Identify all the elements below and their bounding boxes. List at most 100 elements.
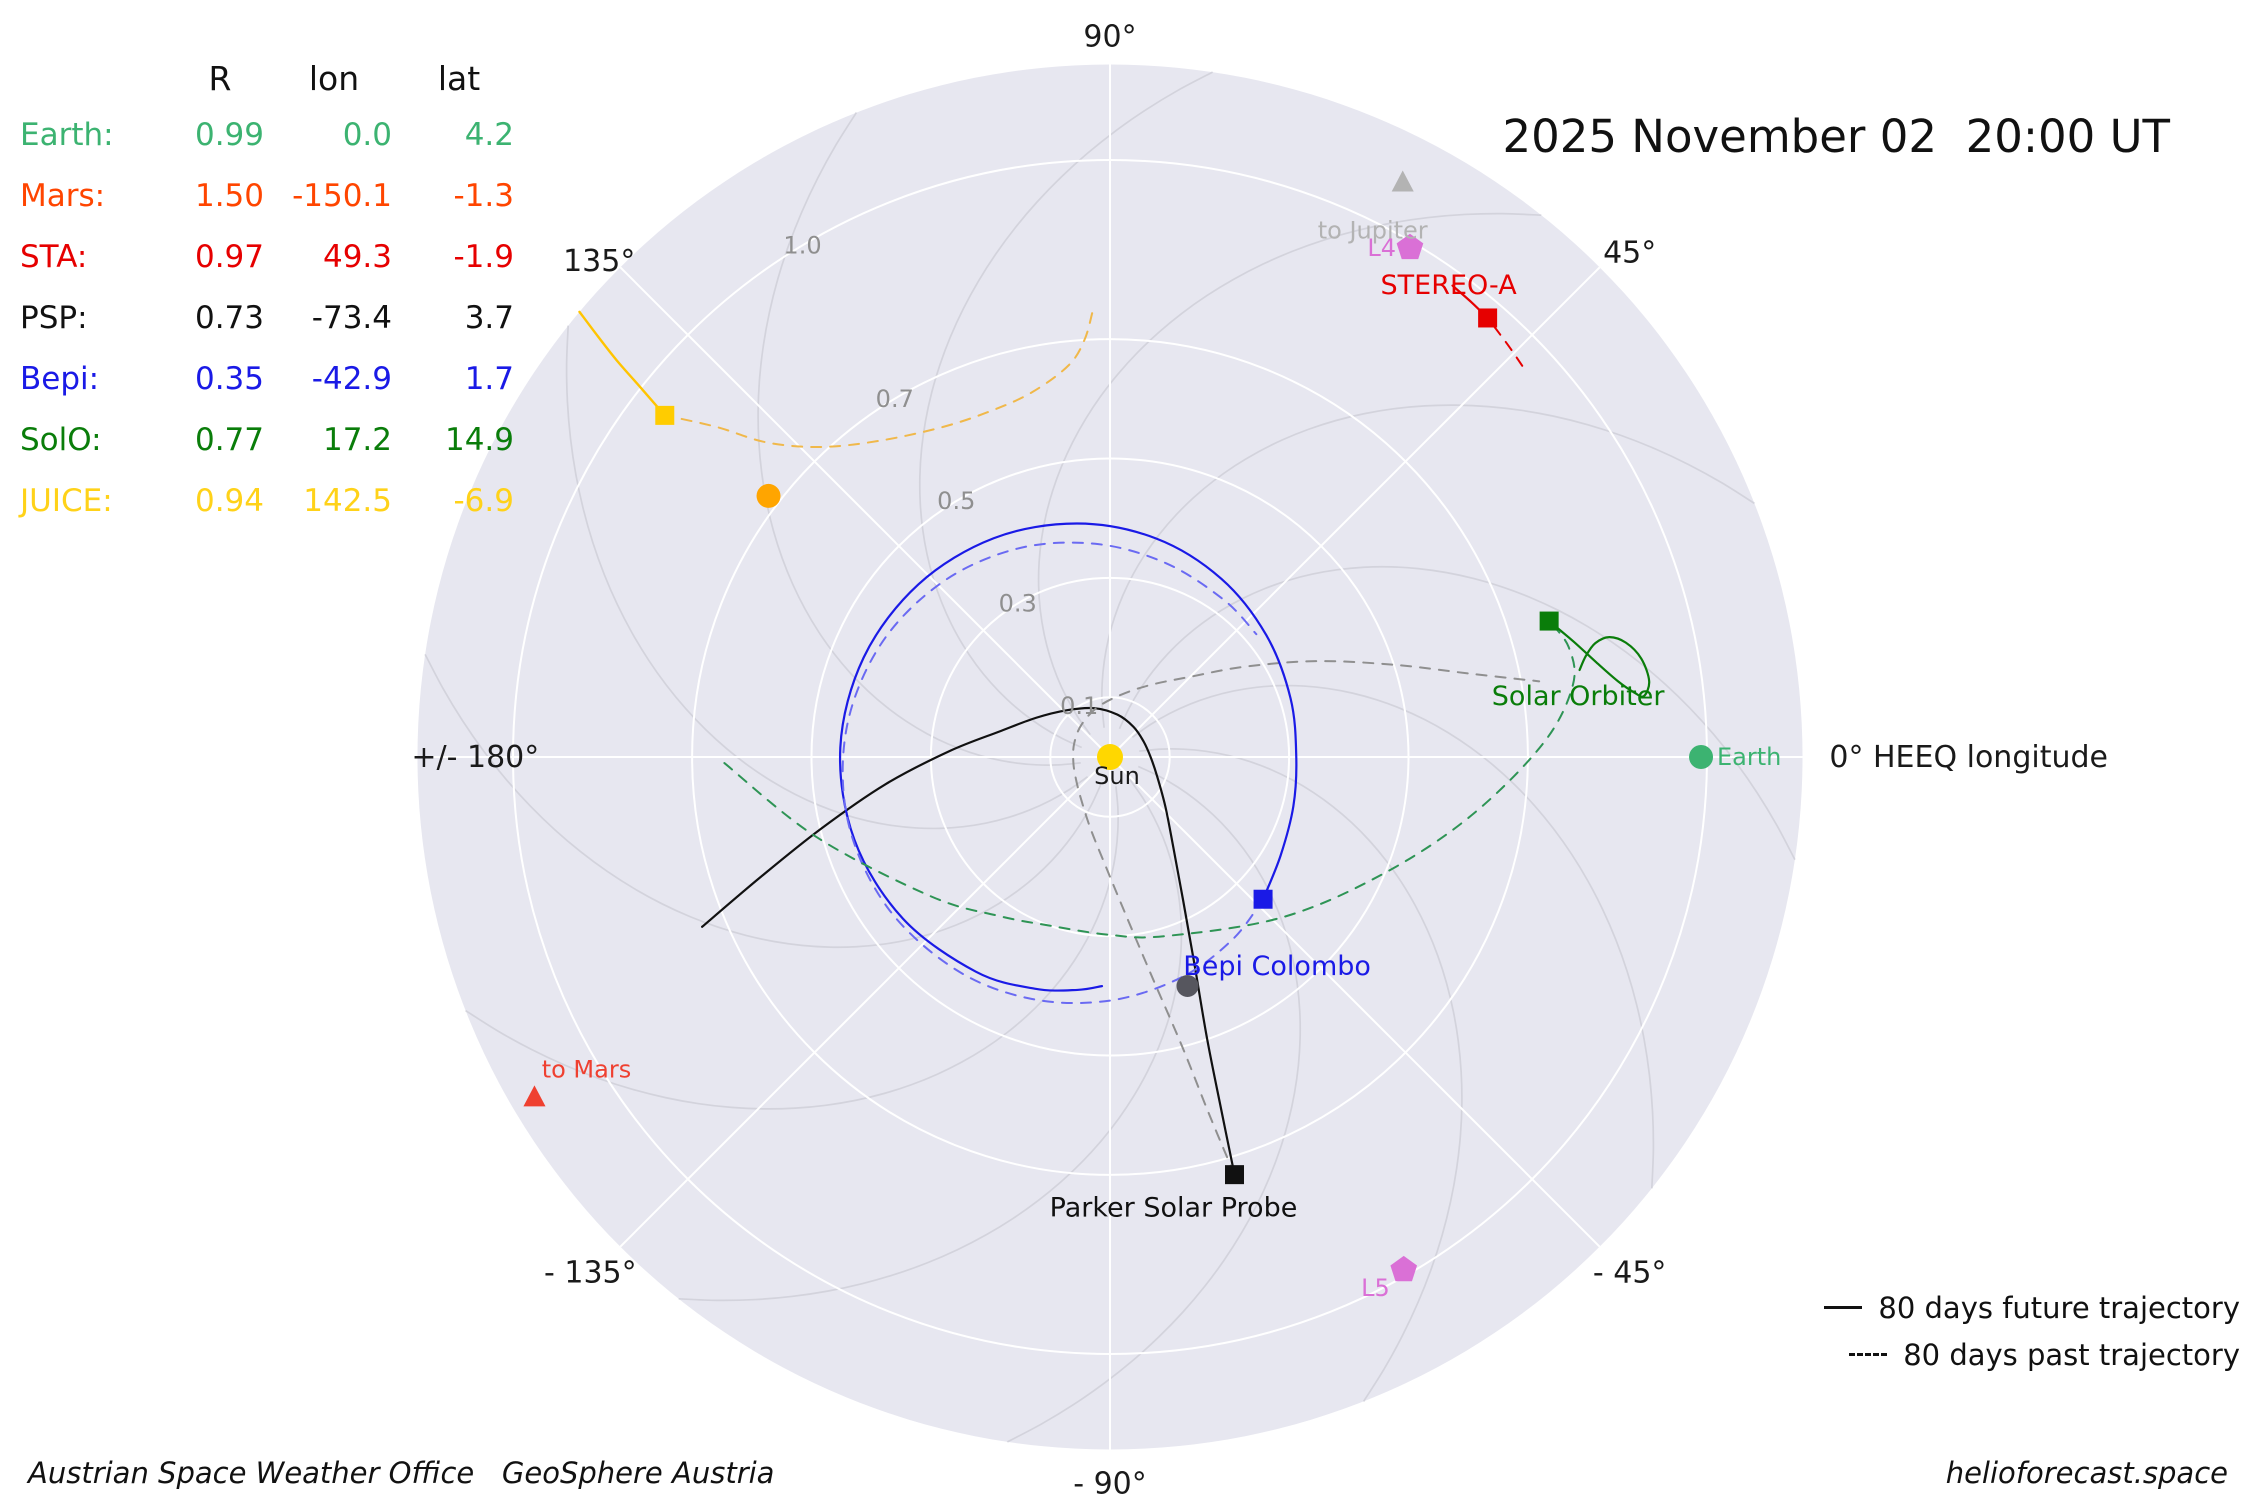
sun-label: Sun	[1094, 762, 1140, 790]
table-cell: 3.7	[464, 299, 514, 336]
venus-marker	[756, 483, 781, 508]
table-cell: -150.1	[292, 177, 392, 214]
table-row-earth: Earth: 0.99 0.0 4.2	[20, 104, 520, 165]
solo-future-trajectory	[1548, 619, 1651, 698]
table-header-R: R	[208, 58, 232, 98]
ring-label-0.3: 0.3	[999, 589, 1037, 617]
parker-spiral	[918, 71, 1213, 749]
parker-spiral	[1131, 684, 1655, 1189]
parker-spiral	[1101, 404, 1755, 728]
sun-marker	[1097, 744, 1123, 770]
l5-label: L5	[1361, 1274, 1390, 1302]
parker-spiral	[757, 112, 1081, 766]
table-cell: -73.4	[311, 299, 392, 336]
ring-label-1: 1.0	[783, 231, 821, 259]
ring-label-0.5: 0.5	[937, 487, 975, 515]
table-cell: PSP:	[20, 299, 88, 336]
table-cell: 0.73	[194, 299, 264, 336]
table-cell: Bepi:	[20, 360, 100, 397]
stereo-a-label: STEREO-A	[1381, 270, 1518, 301]
table-header-lon: lon	[308, 58, 360, 98]
table-cell: SolO:	[20, 421, 102, 458]
table-cell: Earth:	[20, 116, 114, 153]
table-cell: JUICE:	[20, 482, 113, 519]
angle-label--45: - 45°	[1593, 1256, 1667, 1291]
table-cell: -6.9	[453, 482, 515, 519]
grid-spoke-45	[1109, 266, 1601, 758]
table-cell: 49.3	[322, 238, 392, 275]
psp-marker	[1225, 1165, 1245, 1185]
table-cell: 142.5	[303, 482, 392, 519]
table-cell: 1.50	[194, 177, 264, 214]
juice-marker	[655, 405, 675, 425]
grid-spoke-225	[619, 756, 1111, 1248]
parker-spiral	[565, 325, 1089, 830]
mercury-marker	[1176, 975, 1199, 998]
table-cell: -42.9	[311, 360, 392, 397]
past-line-sample	[1849, 1353, 1888, 1356]
parker-spiral	[678, 778, 1183, 1302]
bepi-past-trajectory	[841, 541, 1265, 1005]
l4-label: L4	[1367, 234, 1396, 262]
psp-future-trajectory	[701, 706, 1236, 1176]
legend-row-future: 80 days future trajectory	[1824, 1284, 2240, 1331]
angle-label-90: 90°	[1083, 20, 1136, 55]
psp-past-trajectory	[1072, 660, 1541, 1176]
legend-row-past: 80 days past trajectory	[1824, 1331, 2240, 1378]
earth-marker	[1689, 745, 1714, 769]
table-cell: 0.77	[194, 421, 264, 458]
parker-spiral	[1037, 212, 1542, 736]
grid-spoke-135	[619, 266, 1111, 758]
table-cell: 0.0	[342, 116, 392, 153]
table-row-sta: STA: 0.97 49.3 -1.9	[20, 226, 520, 287]
sta-past-trajectory	[1486, 316, 1524, 367]
table-cell: 14.9	[444, 421, 514, 458]
table-row-psp: PSP: 0.73 -73.4 3.7	[20, 287, 520, 348]
angle-label--90: - 90°	[1073, 1466, 1147, 1500]
table-row-juice: JUICE: 0.94 142.5 -6.9	[20, 470, 520, 531]
table-header-lat: lat	[437, 58, 481, 98]
table-cell: STA:	[20, 238, 88, 275]
to-mars-label: to Mars	[542, 1055, 632, 1083]
juice-past-trajectory	[663, 312, 1094, 449]
credit-right: helioforecast.space	[1945, 1456, 2228, 1490]
parker-spiral	[465, 786, 1119, 1110]
table-cell: Mars:	[20, 177, 106, 214]
l4-marker	[1396, 233, 1424, 260]
to-jupiter-marker	[1391, 170, 1414, 192]
table-cell: 0.99	[194, 116, 264, 153]
bepi-marker	[1253, 889, 1273, 909]
angle-label-180: +/- 180°	[411, 740, 539, 775]
parker-spiral	[1007, 765, 1302, 1443]
bepi-future-trajectory	[838, 522, 1298, 992]
angle-label--135: - 135°	[544, 1256, 637, 1291]
table-row-mars: Mars: 1.50 -150.1 -1.3	[20, 165, 520, 226]
table-cell: 0.35	[194, 360, 264, 397]
ring-label-0.7: 0.7	[876, 385, 914, 413]
stereo-a-marker	[1478, 308, 1498, 328]
solo-marker	[1539, 611, 1559, 631]
table-cell: 1.7	[464, 360, 514, 397]
l5-marker	[1390, 1255, 1418, 1282]
angle-label-45: 45°	[1603, 235, 1656, 270]
table-cell: 0.97	[194, 238, 264, 275]
date-time-label: 2025 November 02 20:00 UT	[1502, 110, 2170, 163]
solo-label: Solar Orbiter	[1492, 681, 1666, 712]
ring-label-0.1: 0.1	[1060, 692, 1098, 720]
parker-spiral	[424, 654, 1102, 949]
to-mars-marker	[523, 1085, 546, 1107]
bepi-label: Bepi Colombo	[1183, 951, 1371, 982]
angle-label-135: 135°	[563, 244, 635, 279]
table-cell: 17.2	[322, 421, 392, 458]
table-cell: 0.94	[194, 482, 264, 519]
table-row-bepi: Bepi: 0.35 -42.9 1.7	[20, 348, 520, 409]
legend-past-label: 80 days past trajectory	[1903, 1337, 2240, 1372]
table-row-solo: SolO: 0.77 17.2 14.9	[20, 409, 520, 470]
credit-left: Austrian Space Weather Office GeoSphere …	[28, 1456, 775, 1490]
legend-future-label: 80 days future trajectory	[1878, 1290, 2240, 1325]
solo-past-trajectory	[723, 620, 1576, 939]
